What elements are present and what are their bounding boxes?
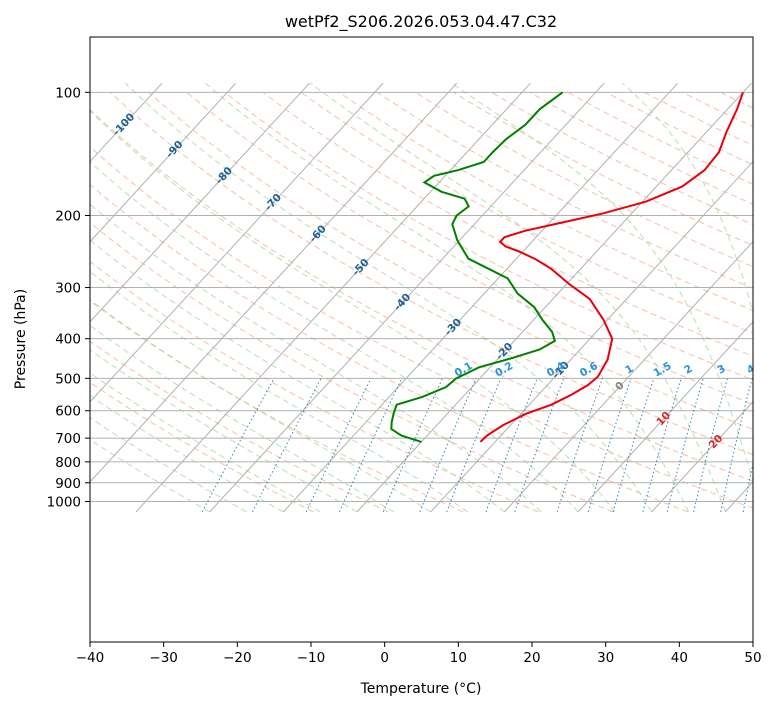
mixing-ratio-line-0.1 — [201, 378, 275, 513]
y-tick-label: 700 — [55, 431, 81, 447]
mixing-ratio-lines — [201, 378, 775, 513]
mixing-ratio-line-30 — [742, 460, 753, 512]
isotherm--10 — [430, 160, 753, 513]
isotherm-20 — [651, 401, 753, 513]
x-tick-label: −30 — [149, 650, 178, 666]
moist-adiabat-line — [90, 439, 210, 513]
moist-adiabat-line — [90, 372, 321, 513]
x-axis-ticks: −40 −30 −20 −10 0 10 20 30 40 50 — [76, 642, 762, 666]
isotherm--50 — [135, 82, 531, 513]
mixing-ratio-line-10 — [612, 378, 655, 513]
y-tick-label: 100 — [55, 85, 81, 101]
moist-adiabat-line — [124, 82, 653, 513]
dry-adiabat-line — [90, 183, 689, 513]
isotherm--90 — [90, 82, 237, 243]
moist-adiabat-line — [90, 417, 247, 513]
dry-adiabats — [90, 91, 775, 513]
dry-adiabat-line — [720, 91, 753, 109]
mixing-ratio-line-0.6 — [339, 378, 403, 513]
isotherm--60 — [90, 82, 458, 483]
mixing-ratio-label: 1 — [623, 363, 635, 377]
plot-frame — [89, 36, 754, 643]
moist-adiabat-line — [622, 82, 753, 315]
moist-adiabat-line — [90, 349, 358, 513]
dry-adiabat-line — [224, 91, 753, 381]
isotherm--100 — [90, 82, 163, 163]
y-axis-ticks: 100 200 300 400 500 600 700 800 900 1000 — [47, 85, 90, 511]
x-tick-label: 30 — [597, 650, 614, 666]
dry-adiabat-line — [759, 92, 775, 512]
x-axis-label: Temperature (°C) — [360, 681, 482, 697]
dry-adiabat-line — [453, 91, 753, 247]
dry-adiabat-line — [90, 381, 314, 513]
dry-adiabat-line — [186, 91, 753, 405]
moist-adiabat-line — [90, 110, 616, 513]
moist-adiabat-line — [90, 299, 431, 513]
dry-adiabat-line — [605, 91, 753, 166]
y-axis-label: Pressure (hPa) — [13, 289, 29, 389]
dry-adiabat-line — [110, 91, 753, 456]
mixing-ratio-line-8 — [587, 378, 632, 513]
moist-adiabat-line — [451, 82, 753, 483]
mixing-ratio-line-0.2 — [252, 378, 322, 513]
mixing-ratio-line-20 — [693, 378, 728, 513]
mixing-ratio-line-36 — [766, 378, 775, 512]
dry-adiabat-line — [682, 91, 753, 128]
dry-adiabat-line — [338, 91, 753, 312]
y-tick-label: 300 — [55, 281, 81, 297]
y-tick-label: 500 — [55, 371, 81, 387]
x-tick-label: −20 — [223, 650, 252, 666]
y-tick-label: 900 — [55, 476, 81, 492]
y-tick-label: 200 — [55, 209, 81, 225]
mixing-ratio-label: 2 — [682, 363, 694, 377]
isotherm-gridlines — [90, 82, 753, 513]
dry-adiabat-line — [90, 108, 753, 482]
mixing-ratio-line-0.4 — [305, 378, 372, 513]
mixing-ratio-line-3 — [485, 378, 538, 513]
y-tick-label: 800 — [55, 455, 81, 471]
isotherm-0 — [504, 240, 753, 513]
mixing-ratio-line-13 — [642, 378, 682, 513]
y-tick-label: 600 — [55, 404, 81, 420]
isotherm--80 — [90, 82, 310, 323]
mixing-ratio-label: 0.1 — [453, 360, 475, 380]
mixing-ratio-line-1.5 — [419, 378, 477, 513]
moist-adiabat-line — [310, 82, 726, 513]
mixing-ratio-line-16 — [666, 378, 704, 513]
dry-adiabat-line — [415, 91, 753, 268]
mixing-ratio-label: 4 — [745, 363, 757, 377]
dry-adiabat-line — [567, 91, 753, 185]
x-tick-label: 10 — [450, 650, 467, 666]
mixing-ratio-line-4 — [514, 378, 565, 513]
x-tick-label: 0 — [380, 650, 389, 666]
isotherm-10 — [577, 320, 753, 513]
x-tick-label: 40 — [671, 650, 688, 666]
isotherm--40 — [209, 82, 605, 513]
sounding-profiles — [390, 91, 744, 443]
dewpoint-series-line — [390, 91, 564, 443]
y-tick-label: 1000 — [47, 495, 81, 511]
temperature-series-line — [479, 91, 744, 443]
x-tick-label: 20 — [523, 650, 540, 666]
isotherm--30 — [283, 82, 679, 513]
chart-title: wetPf2_S206.2026.053.04.47.C32 — [285, 12, 557, 32]
y-tick-label: 400 — [55, 332, 81, 348]
isotherm--20 — [356, 82, 752, 513]
mixing-ratio-line-25 — [720, 378, 753, 512]
dry-adiabat-line — [148, 91, 753, 430]
mixing-ratio-label: 3 — [715, 363, 727, 377]
x-tick-label: −40 — [76, 650, 105, 666]
isobar-gridlines — [90, 91, 753, 503]
moist-adiabats — [90, 82, 775, 513]
mixing-ratio-line-6 — [556, 378, 604, 513]
isotherm--70 — [90, 82, 384, 403]
moist-adiabat-line — [90, 395, 284, 513]
x-tick-label: 50 — [744, 650, 761, 666]
x-tick-label: −10 — [297, 650, 326, 666]
isotherm-label: 30 — [759, 456, 775, 475]
mixing-ratio-line-1 — [382, 378, 443, 513]
moist-adiabat-line — [759, 83, 775, 512]
